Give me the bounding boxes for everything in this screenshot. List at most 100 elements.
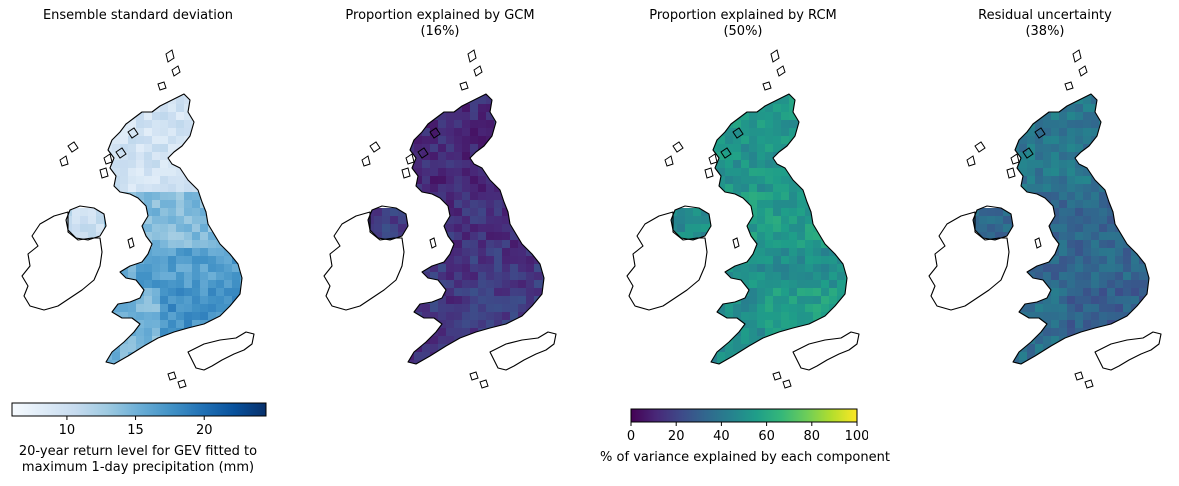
heatmap-cell xyxy=(518,288,526,296)
heatmap-cell xyxy=(773,240,781,248)
heatmap-cell xyxy=(264,216,268,224)
heatmap-cell xyxy=(152,192,160,200)
heatmap-cell xyxy=(1147,256,1149,264)
heatmap-cell xyxy=(478,96,486,104)
heatmap-cell xyxy=(176,232,184,240)
heatmap-cell xyxy=(430,312,438,320)
heatmap-cell xyxy=(438,232,446,240)
heatmap-cell xyxy=(717,320,725,328)
heatmap-cell xyxy=(773,272,781,280)
heatmap-cell xyxy=(478,200,486,208)
heatmap-cell xyxy=(1075,296,1083,304)
heatmap-cell xyxy=(518,112,526,120)
heatmap-cell xyxy=(773,344,781,352)
heatmap-cell xyxy=(1155,104,1163,112)
heatmap-cell xyxy=(534,264,542,272)
heatmap-cell xyxy=(677,232,685,240)
heatmap-cell xyxy=(550,248,558,256)
heatmap-cell xyxy=(1019,232,1027,240)
heatmap-cell xyxy=(470,288,478,296)
heatmap-cell xyxy=(168,208,176,216)
heatmap-cell xyxy=(781,240,789,248)
heatmap-cell xyxy=(486,128,494,136)
heatmap-cell xyxy=(1139,94,1147,96)
heatmap-cell xyxy=(1131,360,1139,364)
heatmap-cell xyxy=(805,232,813,240)
island-outline xyxy=(467,49,477,63)
heatmap-cell xyxy=(422,360,430,364)
heatmap-cells xyxy=(368,94,570,364)
heatmap-cell xyxy=(470,344,478,352)
heatmap-cell xyxy=(861,256,869,264)
heatmap-cell xyxy=(566,144,570,152)
heatmap-cell xyxy=(709,320,717,328)
heatmap-cell xyxy=(773,264,781,272)
heatmap-cell xyxy=(1115,280,1123,288)
heatmap-cell xyxy=(1043,152,1051,160)
heatmap-cell xyxy=(128,280,136,288)
heatmap-cell xyxy=(1107,176,1115,184)
heatmap-cell xyxy=(542,208,544,216)
heatmap-cell xyxy=(168,336,176,344)
heatmap-cell xyxy=(176,112,184,120)
heatmap-cell xyxy=(1043,144,1051,152)
heatmap-cell xyxy=(1147,312,1149,320)
heatmap-cell xyxy=(550,272,558,280)
heatmap-cell xyxy=(120,232,128,240)
island-outline xyxy=(361,155,371,167)
heatmap-cell xyxy=(781,200,789,208)
heatmap-cell xyxy=(422,176,430,184)
heatmap-cell xyxy=(1083,168,1091,176)
heatmap-cell xyxy=(446,104,454,112)
heatmap-cell xyxy=(550,200,558,208)
heatmap-cell xyxy=(502,296,510,304)
land-france xyxy=(489,331,557,371)
heatmap-cell xyxy=(518,136,526,144)
heatmap-cell xyxy=(781,112,789,120)
heatmap-cell xyxy=(789,216,797,224)
heatmap-cell xyxy=(144,192,152,200)
heatmap-cell xyxy=(837,312,845,320)
heatmap-cell xyxy=(725,112,733,120)
heatmap-cell xyxy=(478,304,486,312)
heatmap-cell xyxy=(256,168,264,176)
heatmap-cell xyxy=(120,176,128,184)
heatmap-cell xyxy=(837,248,845,256)
heatmap-cell xyxy=(558,272,566,280)
heatmap-cell xyxy=(829,128,837,136)
heatmap-cell xyxy=(184,208,192,216)
heatmap-cell xyxy=(1163,128,1171,136)
heatmap-cell xyxy=(1099,152,1107,160)
heatmap-cell xyxy=(446,320,454,328)
heatmap-cell xyxy=(1067,288,1075,296)
heatmap-cell xyxy=(510,264,518,272)
heatmap-cell xyxy=(1107,208,1115,216)
heatmap-cell xyxy=(1099,136,1107,144)
heatmap-cell xyxy=(853,256,861,264)
heatmap-cell xyxy=(112,296,120,304)
heatmap-cell xyxy=(1011,94,1019,96)
map-residual xyxy=(928,49,1171,389)
heatmap-cell xyxy=(1035,272,1043,280)
heatmap-cell xyxy=(1091,312,1099,320)
heatmap-cell xyxy=(1123,304,1131,312)
heatmap-cell xyxy=(240,320,242,328)
heatmap-cell xyxy=(510,200,518,208)
heatmap-cell xyxy=(248,352,256,360)
heatmap-cell xyxy=(550,288,558,296)
heatmap-cell xyxy=(120,288,128,296)
heatmap-cell xyxy=(765,232,773,240)
heatmap-cell xyxy=(821,176,829,184)
island-outline xyxy=(1084,379,1094,389)
heatmap-cell xyxy=(861,232,869,240)
heatmap-cell xyxy=(1051,160,1059,168)
heatmap-cell xyxy=(256,152,264,160)
heatmap-cell xyxy=(518,184,526,192)
heatmap-cell xyxy=(1075,320,1083,328)
heatmap-cell xyxy=(454,296,462,304)
heatmap-cell xyxy=(120,94,128,96)
heatmap-cell xyxy=(566,136,570,144)
heatmap-cell xyxy=(534,94,542,96)
heatmap-cell xyxy=(104,256,112,264)
heatmap-cell xyxy=(240,96,242,104)
